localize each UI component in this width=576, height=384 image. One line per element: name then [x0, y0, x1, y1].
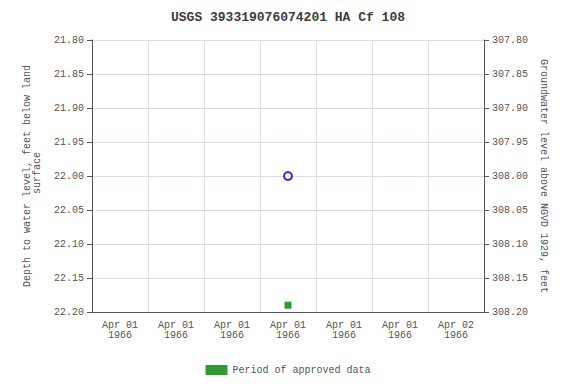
svg-text:Apr 01: Apr 01 [214, 319, 250, 331]
svg-text:22.00: 22.00 [54, 171, 84, 182]
svg-text:1966: 1966 [276, 330, 300, 341]
svg-text:308.00: 308.00 [492, 171, 528, 182]
svg-text:21.95: 21.95 [54, 137, 84, 148]
svg-text:307.90: 307.90 [492, 103, 528, 114]
svg-text:Apr 01: Apr 01 [270, 319, 306, 331]
svg-text:21.85: 21.85 [54, 69, 84, 80]
svg-text:Apr 01: Apr 01 [102, 319, 138, 331]
svg-text:surface: surface [32, 152, 43, 200]
svg-text:Depth to water level, feet bel: Depth to water level, feet below land [21, 65, 33, 287]
svg-text:Groundwater level above NGVD 1: Groundwater level above NGVD 1929, feet [538, 59, 549, 293]
svg-text:22.20: 22.20 [54, 307, 84, 318]
svg-text:308.20: 308.20 [492, 307, 528, 318]
svg-text:1966: 1966 [444, 330, 468, 341]
svg-text:1966: 1966 [332, 330, 356, 341]
svg-text:308.15: 308.15 [492, 273, 528, 284]
svg-text:22.10: 22.10 [54, 239, 84, 250]
svg-text:Period of approved data: Period of approved data [232, 365, 370, 376]
svg-text:1966: 1966 [388, 330, 412, 341]
svg-text:22.15: 22.15 [54, 273, 84, 284]
svg-text:Apr 02: Apr 02 [438, 319, 474, 331]
svg-text:21.80: 21.80 [54, 35, 84, 46]
svg-text:Apr 01: Apr 01 [326, 319, 362, 331]
svg-text:Apr 01: Apr 01 [158, 319, 194, 331]
svg-text:1966: 1966 [108, 330, 132, 341]
svg-text:307.95: 307.95 [492, 137, 528, 148]
svg-text:307.80: 307.80 [492, 35, 528, 46]
svg-text:22.05: 22.05 [54, 205, 84, 216]
svg-text:USGS 393319076074201 HA Cf 108: USGS 393319076074201 HA Cf 108 [171, 10, 405, 25]
svg-text:21.90: 21.90 [54, 103, 84, 114]
svg-text:308.10: 308.10 [492, 239, 528, 250]
svg-text:307.85: 307.85 [492, 69, 528, 80]
svg-text:308.05: 308.05 [492, 205, 528, 216]
svg-text:Apr 01: Apr 01 [382, 319, 418, 331]
svg-text:1966: 1966 [220, 330, 244, 341]
svg-text:1966: 1966 [164, 330, 188, 341]
